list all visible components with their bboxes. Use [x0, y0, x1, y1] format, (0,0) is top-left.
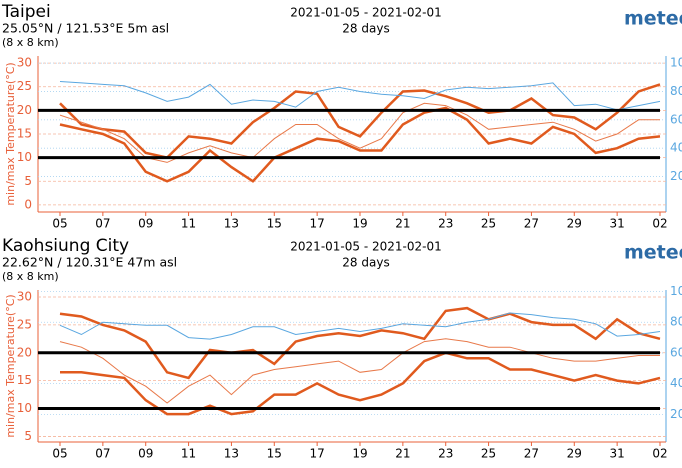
x-tick-label: 02 [652, 447, 667, 461]
x-tick-label: 29 [567, 217, 582, 231]
y-tick-label: 10 [17, 401, 32, 415]
period: 2021-01-05 - 2021-02-01 [290, 240, 441, 254]
x-tick-label: 11 [181, 217, 196, 231]
x-tick-label: 27 [524, 447, 539, 461]
days: 28 days [342, 256, 389, 270]
x-tick-label: 19 [352, 217, 367, 231]
location-title: Taipei [1, 2, 51, 22]
x-tick-label: 15 [267, 217, 282, 231]
y-tick-label: 0 [24, 197, 32, 211]
days: 28 days [342, 22, 389, 36]
y-tick-label: 30 [17, 289, 32, 303]
x-tick-label: 13 [224, 447, 239, 461]
y-tick-label: 25 [17, 79, 32, 93]
x-tick-label: 31 [610, 447, 625, 461]
x-tick-label: 17 [310, 447, 325, 461]
y2-tick-label: 60 [670, 345, 682, 359]
x-tick-label: 19 [352, 447, 367, 461]
y-axis-label: min/max Temperature(°C) [4, 62, 17, 205]
y2-tick-label: 40 [670, 376, 682, 390]
x-tick-label: 21 [395, 217, 410, 231]
x-tick-label: 02 [652, 217, 667, 231]
y2-tick-label: 40 [670, 141, 682, 155]
y-tick-label: 20 [17, 345, 32, 359]
series-line [59, 312, 661, 340]
y2-tick-label: 100 [670, 284, 682, 298]
x-tick-label: 21 [395, 447, 410, 461]
x-tick-label: 17 [310, 217, 325, 231]
y-tick-label: 20 [17, 103, 32, 117]
location-title: Kaohsiung City [2, 236, 129, 256]
x-tick-label: 25 [481, 217, 496, 231]
y2-tick-label: 80 [670, 84, 682, 98]
y-tick-label: 25 [17, 317, 32, 331]
x-tick-label: 15 [267, 447, 282, 461]
y-tick-label: 5 [24, 174, 32, 188]
y2-tick-label: 100 [670, 56, 682, 70]
y2-tick-label: 20 [670, 407, 682, 421]
series-line [59, 338, 660, 404]
x-tick-label: 09 [138, 447, 153, 461]
x-tick-label: 13 [224, 217, 239, 231]
x-tick-label: 27 [524, 217, 539, 231]
period: 2021-01-05 - 2021-02-01 [290, 6, 441, 20]
x-tick-label: 23 [438, 217, 453, 231]
y-tick-label: 15 [17, 127, 32, 141]
y2-tick-label: 80 [670, 315, 682, 329]
x-tick-label: 07 [95, 447, 110, 461]
x-tick-label: 05 [52, 447, 67, 461]
y2-tick-label: 20 [670, 169, 682, 183]
resolution: (8 x 8 km) [2, 36, 59, 49]
coordinates: 22.62°N / 120.31°E 47m asl [2, 255, 177, 270]
coordinates: 25.05°N / 121.53°E 5m asl [2, 21, 169, 36]
x-tick-label: 09 [138, 217, 153, 231]
x-tick-label: 23 [438, 447, 453, 461]
x-tick-label: 25 [481, 447, 496, 461]
y2-tick-label: 60 [670, 112, 682, 126]
series-line [59, 81, 661, 111]
x-tick-label: 05 [52, 217, 67, 231]
brand: meteo [624, 8, 682, 30]
resolution: (8 x 8 km) [2, 270, 59, 283]
y-tick-label: 30 [17, 56, 32, 70]
y-tick-label: 10 [17, 150, 32, 164]
y-tick-label: 5 [24, 429, 32, 443]
y-axis-label: min/max Temperature(°C) [4, 294, 17, 437]
x-tick-label: 31 [610, 217, 625, 231]
series-line [59, 106, 661, 183]
x-tick-label: 07 [95, 217, 110, 231]
series-line [59, 102, 660, 163]
series-line [59, 306, 661, 380]
x-tick-label: 11 [181, 447, 196, 461]
y-tick-label: 15 [17, 373, 32, 387]
brand: meteo [624, 242, 682, 264]
series-line [59, 83, 661, 159]
x-tick-label: 29 [567, 447, 582, 461]
